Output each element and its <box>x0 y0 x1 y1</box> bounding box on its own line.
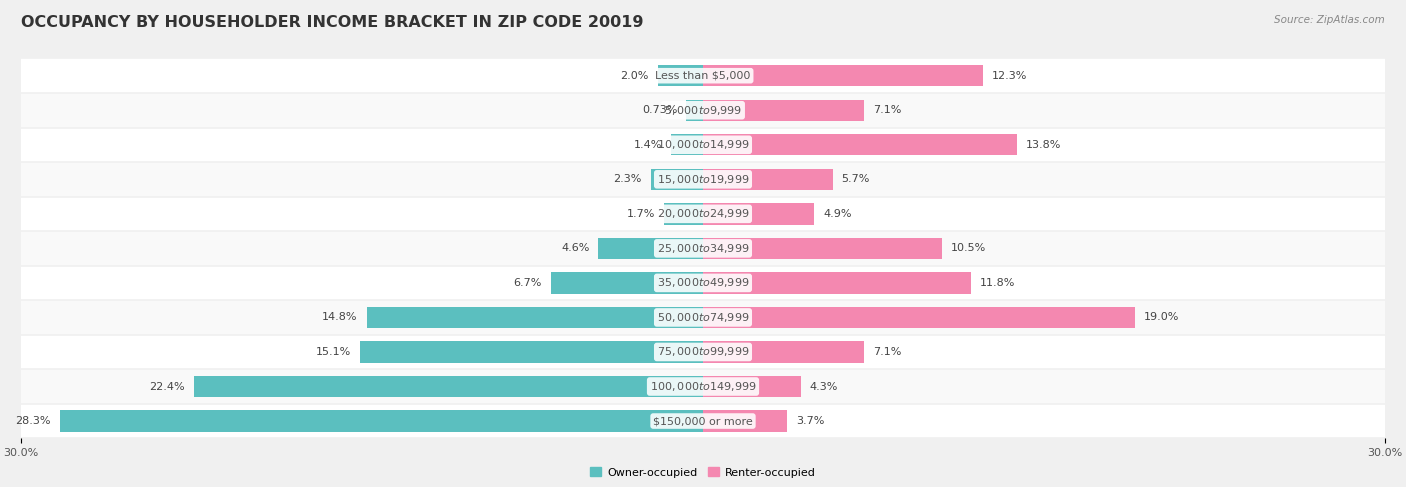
Text: 6.7%: 6.7% <box>513 278 541 288</box>
Text: $150,000 or more: $150,000 or more <box>654 416 752 426</box>
Bar <box>21 162 1385 197</box>
Bar <box>703 65 983 86</box>
Text: $35,000 to $49,999: $35,000 to $49,999 <box>657 277 749 289</box>
Bar <box>651 169 703 190</box>
Bar <box>665 203 703 225</box>
Bar <box>367 307 703 328</box>
Bar <box>703 134 1017 155</box>
Text: 14.8%: 14.8% <box>322 313 357 322</box>
Text: 4.9%: 4.9% <box>824 209 852 219</box>
Bar <box>21 335 1385 369</box>
Bar <box>703 411 787 432</box>
Bar <box>360 341 703 363</box>
Bar <box>703 238 942 259</box>
Text: 5.7%: 5.7% <box>842 174 870 184</box>
Bar <box>21 197 1385 231</box>
Bar <box>21 369 1385 404</box>
Text: 2.0%: 2.0% <box>620 71 648 81</box>
Text: 19.0%: 19.0% <box>1144 313 1180 322</box>
Text: 7.1%: 7.1% <box>873 347 901 357</box>
Text: 12.3%: 12.3% <box>991 71 1026 81</box>
Bar <box>59 411 703 432</box>
Text: $20,000 to $24,999: $20,000 to $24,999 <box>657 207 749 220</box>
Text: 2.3%: 2.3% <box>613 174 641 184</box>
Text: 1.4%: 1.4% <box>634 140 662 150</box>
Text: $100,000 to $149,999: $100,000 to $149,999 <box>650 380 756 393</box>
Text: OCCUPANCY BY HOUSEHOLDER INCOME BRACKET IN ZIP CODE 20019: OCCUPANCY BY HOUSEHOLDER INCOME BRACKET … <box>21 15 644 30</box>
Text: $15,000 to $19,999: $15,000 to $19,999 <box>657 173 749 186</box>
Bar <box>658 65 703 86</box>
Text: 28.3%: 28.3% <box>15 416 51 426</box>
Bar <box>194 376 703 397</box>
Legend: Owner-occupied, Renter-occupied: Owner-occupied, Renter-occupied <box>586 463 820 482</box>
Text: 4.6%: 4.6% <box>561 244 589 253</box>
Text: 11.8%: 11.8% <box>980 278 1015 288</box>
Bar <box>686 99 703 121</box>
Bar <box>703 272 972 294</box>
Text: 13.8%: 13.8% <box>1026 140 1062 150</box>
Bar <box>599 238 703 259</box>
Text: $5,000 to $9,999: $5,000 to $9,999 <box>664 104 742 117</box>
Bar <box>21 58 1385 93</box>
Text: $75,000 to $99,999: $75,000 to $99,999 <box>657 345 749 358</box>
Text: $50,000 to $74,999: $50,000 to $74,999 <box>657 311 749 324</box>
Text: 0.73%: 0.73% <box>643 105 678 115</box>
Text: 15.1%: 15.1% <box>315 347 350 357</box>
Bar <box>21 265 1385 300</box>
Bar <box>551 272 703 294</box>
Text: 22.4%: 22.4% <box>149 381 184 392</box>
Text: 3.7%: 3.7% <box>796 416 824 426</box>
Text: Less than $5,000: Less than $5,000 <box>655 71 751 81</box>
Bar <box>21 231 1385 265</box>
Bar <box>21 404 1385 438</box>
Text: $10,000 to $14,999: $10,000 to $14,999 <box>657 138 749 151</box>
Text: 10.5%: 10.5% <box>950 244 986 253</box>
Bar <box>703 203 814 225</box>
Text: 1.7%: 1.7% <box>627 209 655 219</box>
Text: 7.1%: 7.1% <box>873 105 901 115</box>
Bar <box>21 128 1385 162</box>
Text: 4.3%: 4.3% <box>810 381 838 392</box>
Bar <box>703 376 801 397</box>
Bar <box>703 169 832 190</box>
Bar <box>21 300 1385 335</box>
Bar <box>703 341 865 363</box>
Text: Source: ZipAtlas.com: Source: ZipAtlas.com <box>1274 15 1385 25</box>
Text: $25,000 to $34,999: $25,000 to $34,999 <box>657 242 749 255</box>
Bar <box>671 134 703 155</box>
Bar <box>703 307 1135 328</box>
Bar <box>703 99 865 121</box>
Bar <box>21 93 1385 128</box>
